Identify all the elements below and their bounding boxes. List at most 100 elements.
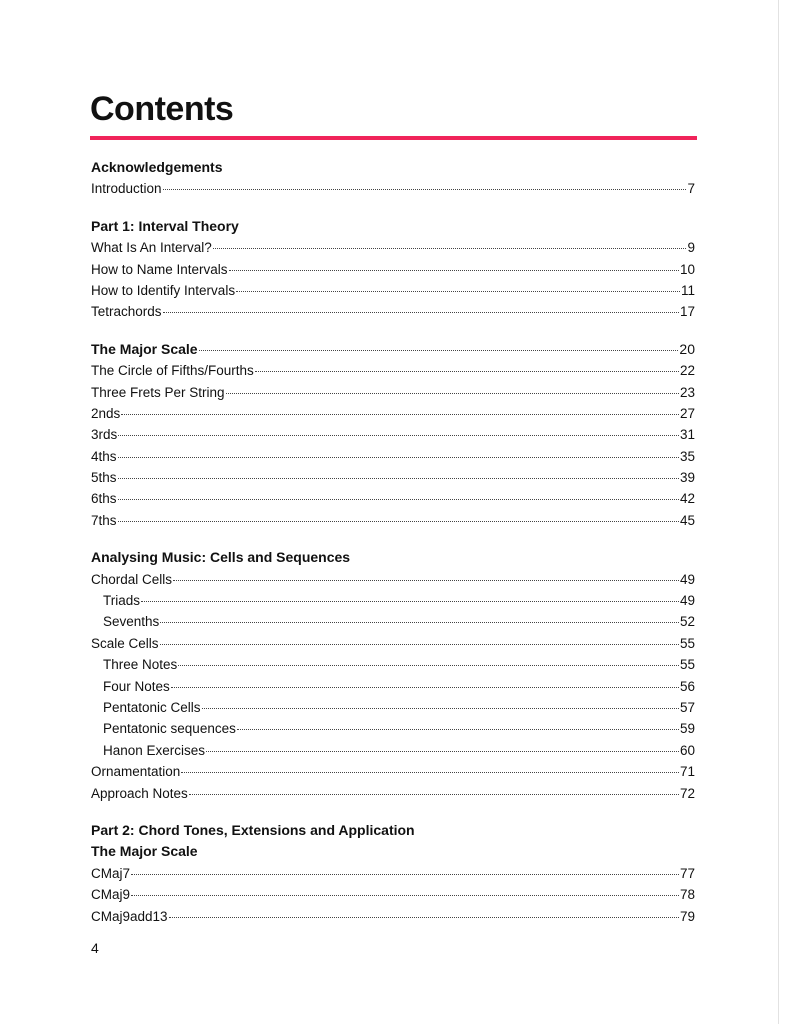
- toc-entry[interactable]: Introduction 7: [91, 178, 695, 199]
- title-underline: [90, 136, 697, 140]
- toc-entry-page: 9: [687, 240, 695, 256]
- toc-entry[interactable]: Three Notes 55: [91, 654, 695, 675]
- toc-entry-page: 17: [679, 304, 695, 320]
- toc-entry-page: 55: [679, 635, 695, 651]
- toc-section: Analysing Music: Cells and Sequences Chor…: [91, 547, 695, 804]
- toc-entry-label: Tetrachords: [91, 304, 162, 320]
- toc-entry-label: CMaj7: [91, 865, 131, 881]
- dot-leader: [201, 707, 679, 709]
- toc-entry[interactable]: 5ths 39: [91, 467, 695, 488]
- toc-entry-label: 6ths: [91, 491, 117, 507]
- dot-leader: [131, 895, 679, 897]
- toc-entry[interactable]: Four Notes 56: [91, 676, 695, 697]
- toc-entry-label: Four Notes: [103, 678, 170, 694]
- toc-entry-label: Part 2: Chord Tones, Extensions and Appl…: [91, 821, 415, 838]
- toc-entry[interactable]: The Circle of Fifths/Fourths 22: [91, 360, 695, 381]
- toc-entry-page: 56: [679, 678, 695, 694]
- dot-leader: [170, 686, 679, 688]
- toc-entry[interactable]: How to Identify Intervals 11: [91, 280, 695, 301]
- dot-leader: [181, 772, 679, 774]
- toc-entry-page: 31: [679, 427, 695, 443]
- toc-entry[interactable]: Triads 49: [91, 590, 695, 611]
- toc-entry[interactable]: Scale Cells 55: [91, 633, 695, 654]
- toc-entry-label: Pentatonic sequences: [103, 721, 236, 737]
- toc-entry[interactable]: Hanon Exercises 60: [91, 740, 695, 761]
- dot-leader: [225, 392, 679, 394]
- toc-entry-page: 27: [679, 405, 695, 421]
- toc-entry-page: 7: [687, 181, 695, 197]
- toc-entry-page: 52: [679, 614, 695, 630]
- toc-entry-label: 7ths: [91, 512, 117, 528]
- toc-entry-page: 77: [679, 865, 695, 881]
- toc-entry-page: 78: [679, 887, 695, 903]
- toc-entry[interactable]: Chordal Cells 49: [91, 569, 695, 590]
- toc-entry[interactable]: What Is An Interval? 9: [91, 237, 695, 258]
- toc-entry[interactable]: Tetrachords 17: [91, 301, 695, 322]
- toc-entry-page: 79: [679, 908, 695, 924]
- toc-entry-page: 60: [679, 742, 695, 758]
- page-number: 4: [91, 940, 99, 956]
- table-of-contents: Acknowledgements Introduction 7 Part 1: Int…: [91, 157, 695, 943]
- toc-heading: Acknowledgements: [91, 157, 695, 178]
- toc-entry[interactable]: CMaj9 78: [91, 884, 695, 905]
- toc-entry-label: Chordal Cells: [91, 571, 173, 587]
- toc-entry-label: Acknowledgements: [91, 159, 223, 175]
- dot-leader: [188, 793, 679, 795]
- toc-entry-page: 10: [679, 261, 695, 277]
- toc-heading: Analysing Music: Cells and Sequences: [91, 547, 695, 568]
- toc-entry-page: 49: [679, 571, 695, 587]
- toc-entry-label: 4ths: [91, 448, 117, 464]
- toc-entry[interactable]: Sevenths 52: [91, 611, 695, 632]
- dot-leader: [117, 478, 679, 480]
- toc-entry-page: 45: [679, 512, 695, 528]
- dot-leader: [131, 873, 679, 875]
- toc-entry[interactable]: How to Name Intervals 10: [91, 259, 695, 280]
- dot-leader: [159, 643, 679, 645]
- dot-leader: [117, 520, 679, 522]
- toc-entry-page: 35: [679, 448, 695, 464]
- toc-entry-page: 11: [680, 282, 695, 298]
- toc-entry-page: 20: [679, 340, 695, 357]
- toc-entry[interactable]: Pentatonic Cells 57: [91, 697, 695, 718]
- toc-entry-label: Introduction: [91, 181, 162, 197]
- dot-leader: [118, 435, 679, 437]
- dot-leader: [236, 729, 679, 731]
- toc-entry-page: 22: [679, 363, 695, 379]
- toc-entry-page: 42: [679, 491, 695, 507]
- toc-section: Acknowledgements Introduction 7: [91, 157, 695, 200]
- toc-entry-label: Sevenths: [103, 614, 160, 630]
- toc-entry-label: The Major Scale: [91, 340, 198, 357]
- toc-entry-page: 71: [679, 764, 695, 780]
- dot-leader: [228, 269, 679, 271]
- toc-entry-page: 59: [679, 721, 695, 737]
- dot-leader: [254, 371, 679, 373]
- toc-entry[interactable]: 6ths 42: [91, 488, 695, 509]
- toc-entry[interactable]: 7ths 45: [91, 510, 695, 531]
- toc-entry[interactable]: The Major Scale 20: [91, 339, 695, 360]
- toc-entry[interactable]: Three Frets Per String 23: [91, 382, 695, 403]
- toc-entry-label: CMaj9: [91, 887, 131, 903]
- toc-heading: Part 1: Interval Theory: [91, 216, 695, 237]
- dot-leader: [168, 916, 679, 918]
- toc-entry-label: 3rds: [91, 427, 118, 443]
- page-edge-divider: [778, 0, 779, 1024]
- toc-entry-label: Scale Cells: [91, 635, 159, 651]
- toc-entry-label: The Major Scale: [91, 843, 198, 860]
- toc-entry-label: What Is An Interval?: [91, 240, 212, 256]
- dot-leader: [117, 456, 679, 458]
- dot-leader: [206, 750, 679, 752]
- toc-entry[interactable]: 4ths 35: [91, 446, 695, 467]
- toc-entry-label: How to Identify Intervals: [91, 282, 236, 298]
- toc-entry[interactable]: Approach Notes 72: [91, 783, 695, 804]
- toc-entry-label: Three Notes: [103, 657, 178, 673]
- toc-section: The Major Scale 20 The Circle of Fifths/Fo…: [91, 339, 695, 532]
- toc-entry[interactable]: CMaj7 77: [91, 863, 695, 884]
- toc-entry[interactable]: 2nds 27: [91, 403, 695, 424]
- dot-leader: [162, 312, 679, 314]
- toc-entry-page: 55: [679, 657, 695, 673]
- toc-entry[interactable]: 3rds 31: [91, 424, 695, 445]
- toc-entry[interactable]: Ornamentation 71: [91, 761, 695, 782]
- toc-entry[interactable]: CMaj9add13 79: [91, 906, 695, 927]
- toc-heading: The Major Scale: [91, 841, 695, 862]
- toc-entry[interactable]: Pentatonic sequences 59: [91, 718, 695, 739]
